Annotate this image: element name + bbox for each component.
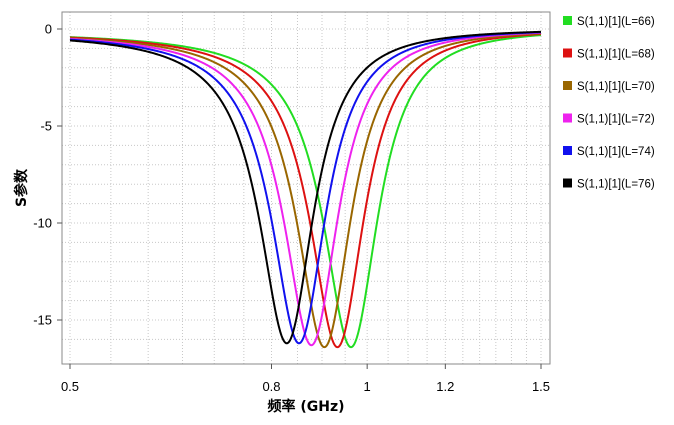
y-axis-ticks: 0 -5 -10 -15 [33, 22, 62, 328]
plot-background [62, 12, 550, 364]
legend-swatch [563, 178, 572, 188]
x-axis-title: 频率 (GHz) [267, 398, 344, 415]
x-axis-ticks: 0.5 0.8 1 1.2 1.5 [61, 364, 550, 394]
y-axis-title: S参数 [13, 168, 30, 207]
x-tick-label: 0.8 [262, 379, 280, 394]
legend-label: S(1,1)[1](L=68) [577, 49, 655, 61]
series-line [69, 33, 542, 349]
legend-swatch [563, 146, 572, 155]
legend-swatch [563, 81, 572, 90]
legend-label: S(1,1)[1](L=76) [577, 179, 655, 191]
plot-frame [61, 11, 551, 365]
x-tick-label: 1.2 [436, 379, 454, 394]
y-tick-label: 0 [45, 22, 52, 37]
x-tick-label: 0.5 [61, 379, 79, 394]
x-tick-label: 1 [364, 379, 371, 394]
series-line [69, 30, 542, 345]
legend-swatch [563, 16, 572, 25]
y-tick-label: -5 [40, 119, 52, 134]
y-tick-label: -15 [33, 313, 52, 328]
y-tick-label: -10 [33, 216, 52, 231]
series-line [69, 34, 542, 349]
legend: S(1,1)[1](L=66) S(1,1)[1](L=68) S(1,1)[1](… [563, 16, 655, 191]
legend-label: S(1,1)[1](L=70) [577, 81, 655, 93]
series-line [69, 31, 542, 347]
series-line [69, 32, 542, 349]
x-tick-label: 1.5 [532, 379, 550, 394]
legend-swatch [563, 113, 572, 123]
legend-label: S(1,1)[1](L=66) [577, 16, 655, 28]
series-lines [69, 30, 542, 349]
legend-label: S(1,1)[1](L=74) [577, 146, 655, 158]
legend-swatch [563, 48, 572, 58]
legend-label: S(1,1)[1](L=72) [577, 114, 655, 126]
